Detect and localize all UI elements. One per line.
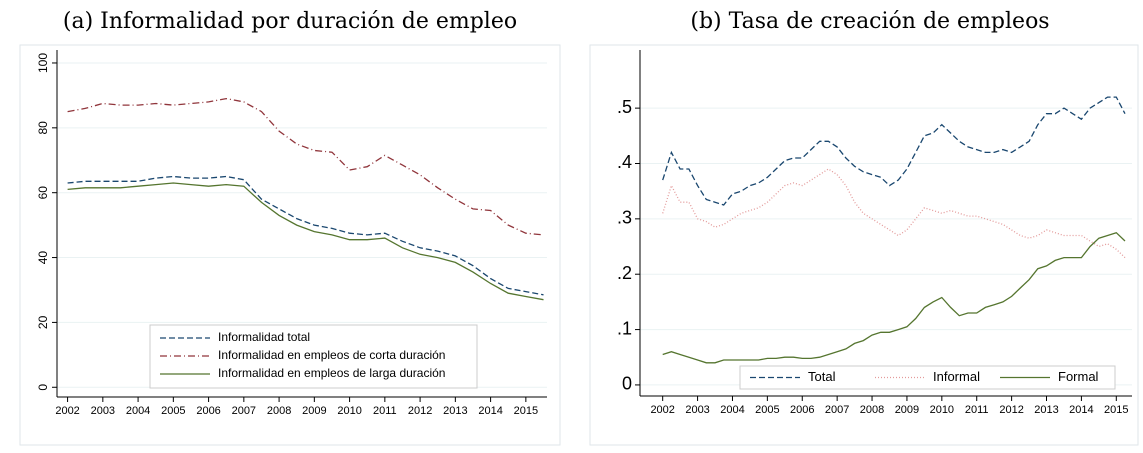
x-tick-label: 2007 xyxy=(232,405,256,417)
x-tick-label: 2002 xyxy=(650,404,674,416)
series-line xyxy=(67,182,544,301)
legend-box xyxy=(739,365,1116,390)
y-tick-label: 0 xyxy=(622,374,632,394)
x-tick-label: 2011 xyxy=(373,405,397,417)
x-tick-label: 2014 xyxy=(478,405,502,417)
x-tick-label: 2015 xyxy=(514,405,538,417)
x-tick-label: 2007 xyxy=(825,404,849,416)
x-tick-label: 2008 xyxy=(267,405,291,417)
legend-label: Formal xyxy=(1058,369,1099,384)
x-tick-label: 2010 xyxy=(337,405,361,417)
series-line xyxy=(662,96,1126,206)
x-tick-label: 2012 xyxy=(999,404,1023,416)
x-tick-label: 2014 xyxy=(1069,404,1093,416)
x-tick-label: 2010 xyxy=(930,404,954,416)
y-tick-label: 20 xyxy=(36,315,50,329)
legend-label: Informal xyxy=(933,369,980,384)
y-tick-label: 60 xyxy=(36,186,50,200)
x-tick-label: 2005 xyxy=(755,404,779,416)
x-tick-label: 2013 xyxy=(443,405,467,417)
x-tick-label: 2003 xyxy=(685,404,709,416)
x-tick-label: 2002 xyxy=(55,405,79,417)
x-tick-label: 2011 xyxy=(965,404,989,416)
y-tick-label: 40 xyxy=(36,251,50,265)
y-tick-label: .5 xyxy=(617,97,632,117)
x-tick-label: 2009 xyxy=(895,404,919,416)
x-tick-label: 2004 xyxy=(126,405,150,417)
x-tick-label: 2003 xyxy=(91,405,115,417)
x-tick-label: 2015 xyxy=(1104,404,1128,416)
legend-label: Informalidad en empleos de corta duració… xyxy=(218,348,445,362)
y-tick-label: 100 xyxy=(36,53,50,73)
y-tick-label: 80 xyxy=(36,121,50,135)
chart-title: (a) Informalidad por duración de empleo xyxy=(63,9,517,34)
x-tick-label: 2009 xyxy=(302,405,326,417)
legend-label: Informalidad total xyxy=(218,330,310,344)
x-tick-label: 2008 xyxy=(860,404,884,416)
y-tick-label: .2 xyxy=(617,263,632,283)
series-line xyxy=(67,97,544,236)
x-tick-label: 2006 xyxy=(790,404,814,416)
x-tick-label: 2006 xyxy=(196,405,220,417)
series-line xyxy=(662,231,1126,364)
y-tick-label: 0 xyxy=(36,384,50,391)
y-tick-label: .4 xyxy=(617,152,632,172)
x-tick-label: 2004 xyxy=(720,404,744,416)
series-line xyxy=(67,175,544,296)
panel-frame xyxy=(589,44,1139,446)
legend-label: Informalidad en empleos de larga duració… xyxy=(218,366,445,380)
legend-label: Total xyxy=(808,369,836,384)
chart-title: (b) Tasa de creación de empleos xyxy=(690,9,1049,34)
y-tick-label: .1 xyxy=(617,318,632,338)
panel-frame xyxy=(19,44,561,446)
x-tick-label: 2012 xyxy=(408,405,432,417)
x-tick-label: 2005 xyxy=(161,405,185,417)
x-tick-label: 2013 xyxy=(1034,404,1058,416)
y-tick-label: .3 xyxy=(617,208,632,228)
